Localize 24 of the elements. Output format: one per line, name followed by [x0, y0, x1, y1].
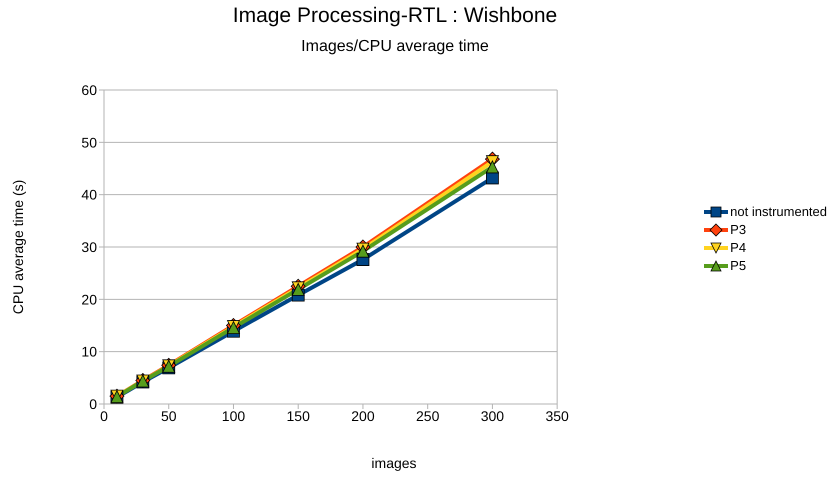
x-tick-label: 0 [100, 408, 108, 424]
chart-subtitle: Images/CPU average time [300, 38, 490, 56]
x-tick-label: 200 [351, 408, 375, 424]
y-tick-label: 0 [89, 396, 98, 412]
legend-label: P3 [730, 222, 746, 237]
x-tick-label: 250 [416, 408, 440, 424]
y-tick-label: 40 [81, 186, 98, 203]
x-tick-label: 100 [222, 408, 246, 424]
y-tick-label: 30 [81, 238, 98, 255]
x-axis-title: images [370, 455, 418, 471]
legend-label: P5 [730, 258, 746, 273]
x-tick-label: 350 [545, 408, 570, 424]
y-tick-label: 10 [81, 344, 98, 360]
x-tick-label: 300 [480, 408, 504, 424]
x-tick-label: 50 [160, 408, 177, 424]
x-tick-label: 150 [286, 408, 310, 424]
legend-label: not instrumented [730, 204, 827, 219]
y-tick-label: 60 [81, 82, 98, 98]
point [486, 160, 499, 174]
chart-title: Image Processing-RTL : Wishbone [232, 4, 558, 28]
legend-label: P4 [730, 240, 746, 255]
y-axis-title: CPU average time (s) [10, 180, 26, 314]
y-tick-label: 50 [81, 134, 98, 150]
y-tick-label: 20 [81, 291, 98, 308]
